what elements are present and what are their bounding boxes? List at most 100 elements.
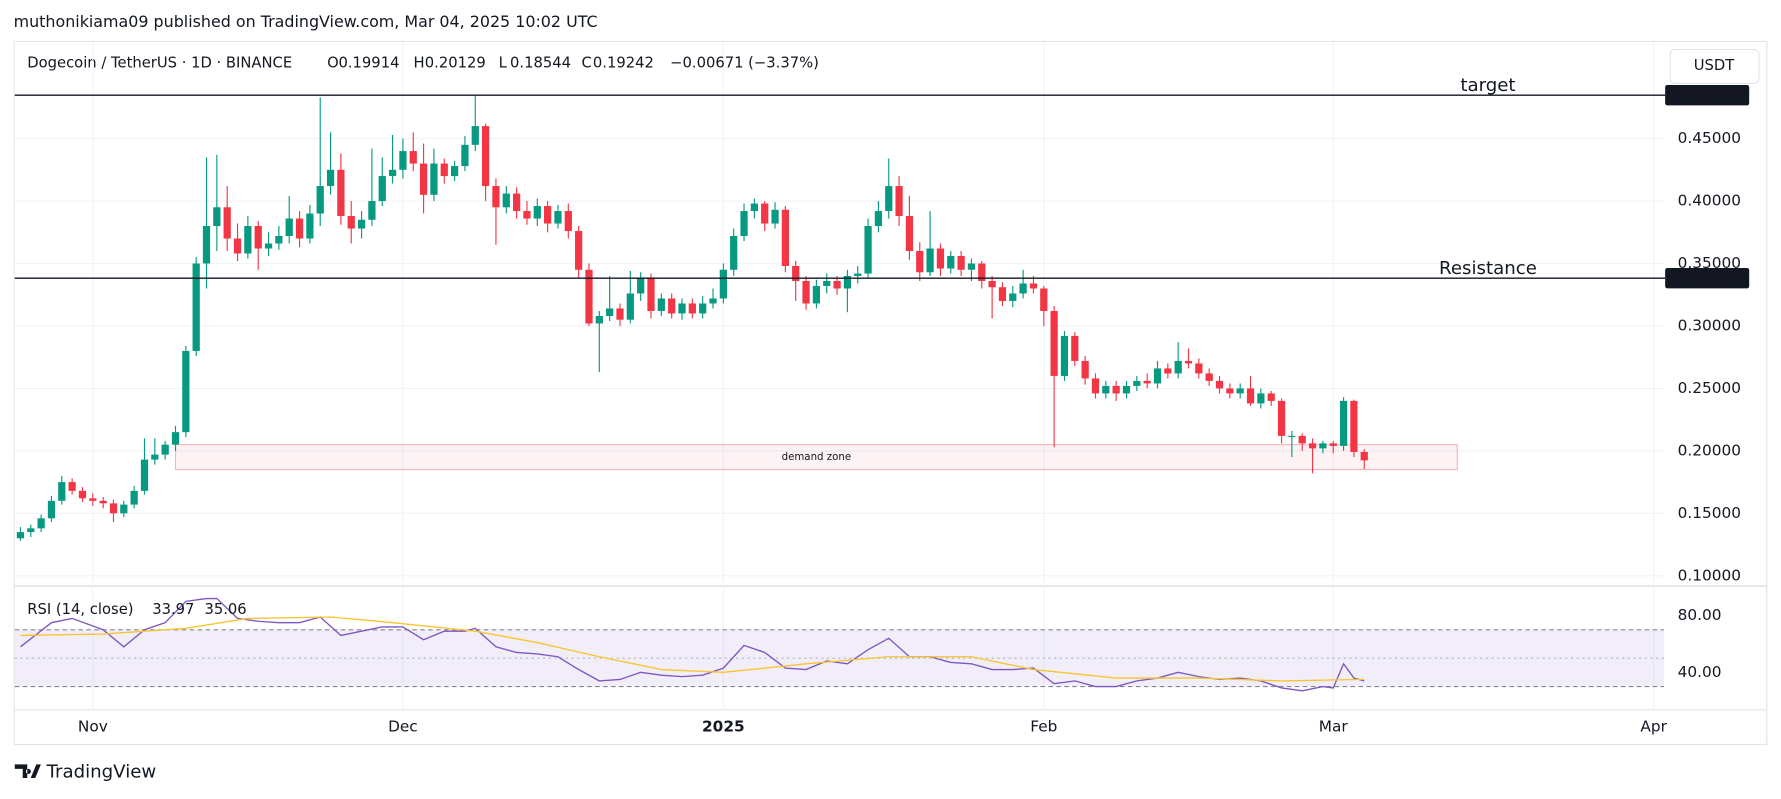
x-tick-label: Dec [388,717,418,735]
candle-body [750,203,758,212]
candle-body [502,193,510,208]
candle-body [1350,400,1358,452]
x-tick-label: Mar [1319,717,1349,735]
candle-body [37,518,45,529]
candle-body [89,498,97,501]
candle-body [843,275,852,289]
ohlc-label: O [327,55,339,72]
candle-body [481,126,490,187]
candle-body [1288,435,1296,438]
candle-body [895,186,903,217]
candle-body [161,444,169,455]
candle-body [730,236,738,270]
candle-body [1122,385,1131,394]
candle-body [554,211,562,224]
candle-body [657,298,665,311]
candle-body [647,278,655,311]
candle-body [347,216,355,229]
candle-body [213,207,221,227]
currency[interactable]: USDT [1694,57,1736,74]
ohlc-value: 0.18544 [510,55,571,72]
candle-body [275,236,283,244]
candle-body [182,350,190,433]
y-tick-label: 0.20000 [1678,441,1741,459]
candle-body [388,169,397,177]
candle-body [781,209,789,266]
demand-zone [174,444,1458,471]
ohlc-label: L [499,55,508,72]
candle-body [1091,378,1100,394]
candle-body [254,226,262,249]
candle-body [357,219,366,229]
candle-body [192,263,200,351]
candle-body [936,248,945,269]
currency-button[interactable] [1669,48,1760,85]
y-tick-label: 0.40000 [1678,192,1741,210]
candle-body [740,211,748,237]
candle-body [616,308,624,320]
candle-body [1153,368,1162,384]
candle-body [16,532,25,539]
candle-body [233,238,242,254]
level-price: 0.48474 [1672,86,1742,104]
candle-body [430,163,438,195]
candle-body [926,248,934,273]
candle-body [461,144,469,167]
chart-frame [13,40,1768,746]
candle-body [1215,380,1224,389]
candle-body [68,482,76,491]
rsi-value: 35.06 [204,601,246,618]
candle-body [761,203,769,224]
candle-body [1195,363,1203,374]
candle-body [409,151,417,164]
candle-body [399,151,407,170]
ohlc-label: C [582,55,592,72]
candle-body [326,169,335,187]
candle-body [1029,283,1038,289]
level-price: 0.33825 [1672,269,1742,287]
candle-body [58,482,66,501]
candle-body [1081,360,1089,379]
candle-body [295,218,304,239]
candle-body [202,226,211,264]
candle-body [1360,451,1368,461]
candle-body [368,201,376,220]
candle-body [688,303,696,314]
candle-body [151,454,159,460]
ohlc-value: 0.19914 [338,55,399,72]
x-tick-label: Apr [1640,717,1667,735]
candle-body [440,163,448,177]
candle-body [812,285,821,304]
candle-body [606,308,614,316]
candle-body [1267,393,1275,401]
candle-body [544,206,552,224]
candle-body [109,503,118,514]
ohlc-label: H [413,55,424,72]
y-tick-label: 0.10000 [1678,566,1741,584]
x-tick-label: Nov [78,717,108,735]
candle-body [471,126,479,145]
candle-body [1226,388,1234,394]
footer-logo [14,764,41,778]
candle-body [678,303,686,314]
candle-body [585,269,593,324]
candle-body [575,231,583,270]
rsi-line [20,616,1365,682]
candle-body [699,303,707,314]
candle-body [171,432,180,445]
rsi-value: 33.97 [152,601,194,618]
candle-body [306,213,314,239]
rsi-tick-label: 80.00 [1678,606,1722,624]
candle-body [564,211,572,232]
candle-body [1205,373,1213,381]
level-name: target [1460,75,1515,96]
candle-body [450,166,459,177]
y-tick-label: 0.25000 [1678,379,1741,397]
candle-body [378,176,386,202]
candle-body [792,265,800,281]
candle-body [1112,385,1120,394]
candle-body [140,459,149,491]
candle-body [978,263,986,281]
candle-body [854,273,862,276]
